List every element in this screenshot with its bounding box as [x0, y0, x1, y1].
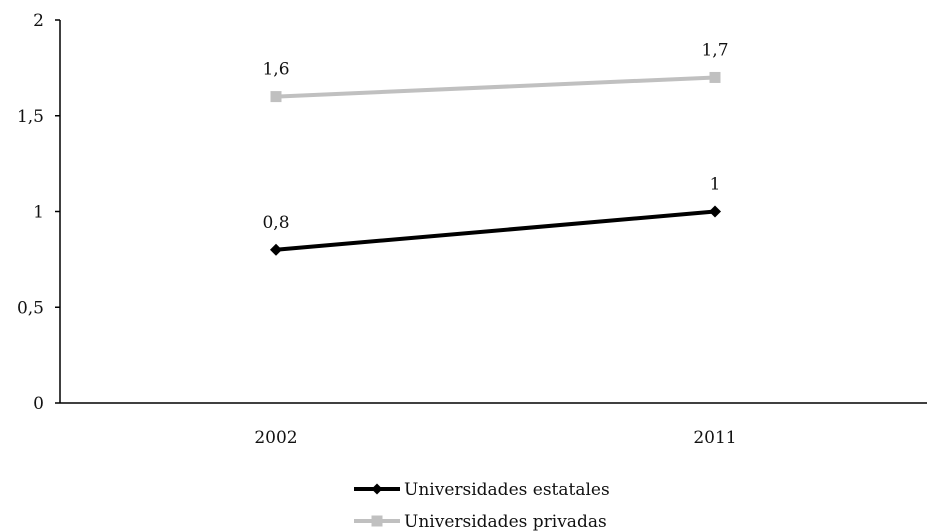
x-axis-ticks: 2002 2011: [254, 428, 736, 448]
data-point: [709, 71, 721, 83]
y-axis-ticks: 0 0,5 1 1,5 2: [17, 11, 60, 414]
legend: Universidades estatales Universidades pri…: [354, 480, 610, 532]
legend-marker: [371, 483, 383, 495]
series-layer: 1,6 1,7 0,8 1: [262, 40, 729, 256]
y-tick-label: 1: [33, 203, 44, 223]
y-tick-label: 1,5: [17, 107, 44, 127]
legend-label: Universidades privadas: [404, 512, 607, 532]
data-label: 1,6: [262, 60, 289, 80]
data-point: [270, 243, 282, 256]
legend-marker: [371, 515, 383, 527]
series-line-0: [275, 209, 716, 252]
series-line-1: [275, 75, 716, 99]
x-tick-label: 2011: [693, 428, 736, 448]
data-label: 1: [710, 175, 721, 195]
y-tick-label: 0,5: [17, 298, 44, 318]
y-tick-label: 2: [33, 11, 44, 31]
data-point: [709, 205, 721, 218]
legend-item: Universidades privadas: [354, 512, 607, 532]
legend-item: Universidades estatales: [354, 480, 610, 500]
x-tick-label: 2002: [254, 428, 297, 448]
data-point: [270, 91, 282, 103]
y-tick-label: 0: [33, 394, 44, 414]
data-label: 1,7: [701, 40, 728, 60]
legend-label: Universidades estatales: [404, 480, 610, 500]
data-label: 0,8: [262, 213, 289, 233]
